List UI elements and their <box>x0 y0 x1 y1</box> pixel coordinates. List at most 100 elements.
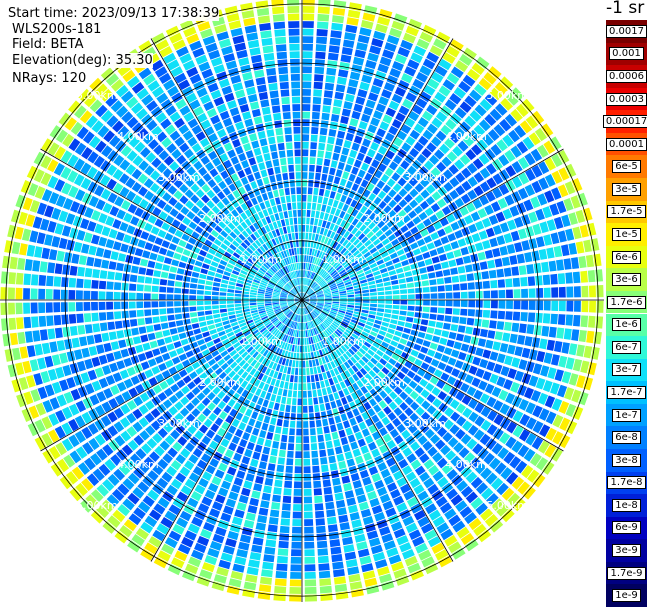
beta-cell <box>538 408 550 421</box>
beta-cell <box>302 298 309 300</box>
beta-cell <box>517 481 530 495</box>
beta-cell <box>114 394 125 405</box>
beta-cell <box>147 80 160 92</box>
beta-cell <box>312 320 317 327</box>
beta-cell <box>262 45 274 54</box>
beta-cell <box>200 268 208 275</box>
beta-cell <box>324 189 331 198</box>
beta-cell <box>54 223 64 235</box>
beta-cell <box>287 302 295 305</box>
beta-cell <box>429 249 438 257</box>
beta-cell <box>140 334 149 343</box>
beta-cell <box>251 544 263 553</box>
beta-cell <box>134 207 144 218</box>
beta-cell <box>481 271 490 280</box>
beta-cell <box>309 293 316 297</box>
beta-cell <box>277 388 283 396</box>
beta-cell <box>302 172 308 179</box>
beta-cell <box>406 220 415 229</box>
beta-cell <box>315 165 322 173</box>
beta-cell <box>302 13 315 21</box>
beta-cell <box>228 442 237 452</box>
beta-cell <box>166 343 175 351</box>
beta-cell <box>353 103 363 113</box>
beta-cell <box>65 213 76 225</box>
beta-cell <box>184 324 193 331</box>
beta-cell <box>314 343 319 351</box>
beta-cell <box>166 294 174 300</box>
beta-cell <box>373 404 382 413</box>
beta-cell <box>400 39 413 51</box>
beta-cell <box>357 438 366 448</box>
beta-cell <box>369 307 377 311</box>
beta-cell <box>528 132 541 146</box>
beta-cell <box>326 370 332 379</box>
beta-cell <box>395 112 406 123</box>
beta-cell <box>368 424 377 434</box>
beta-cell <box>496 503 510 517</box>
beta-cell <box>300 307 302 315</box>
beta-cell <box>460 343 470 352</box>
beta-cell <box>287 295 295 298</box>
beta-cell <box>119 525 133 538</box>
beta-cell <box>324 275 331 281</box>
beta-cell <box>393 528 406 539</box>
beta-cell <box>347 254 355 262</box>
beta-cell <box>15 194 26 209</box>
beta-cell <box>144 276 153 284</box>
beta-cell <box>268 268 275 275</box>
beta-cell <box>244 118 254 128</box>
beta-cell <box>295 300 302 303</box>
beta-cell <box>101 226 111 237</box>
beta-cell <box>152 277 160 285</box>
beta-cell <box>8 302 16 315</box>
beta-cell <box>385 295 393 300</box>
beta-cell <box>362 306 370 310</box>
beta-cell <box>159 380 169 390</box>
beta-cell <box>442 383 452 393</box>
beta-cell <box>314 495 323 504</box>
beta-cell <box>311 320 316 328</box>
beta-cell <box>392 417 402 427</box>
colorbar-tick-label: 1e-7 <box>612 408 641 422</box>
beta-cell <box>484 383 495 394</box>
beta-cell <box>354 327 363 334</box>
beta-cell <box>192 419 202 429</box>
beta-cell <box>329 539 341 548</box>
beta-cell <box>23 273 31 285</box>
beta-cell <box>340 271 348 277</box>
beta-cell <box>199 424 209 434</box>
beta-cell <box>230 255 238 262</box>
beta-cell <box>507 344 516 355</box>
beta-cell <box>244 314 252 319</box>
beta-cell <box>322 372 328 380</box>
beta-cell <box>259 245 266 253</box>
beta-cell <box>429 376 439 385</box>
beta-cell <box>518 172 530 185</box>
beta-cell <box>400 300 408 305</box>
beta-cell <box>563 198 574 211</box>
beta-cell <box>235 345 243 352</box>
beta-cell <box>213 64 225 74</box>
beta-cell <box>209 265 217 272</box>
beta-cell <box>199 94 211 105</box>
beta-cell <box>394 330 403 337</box>
beta-cell <box>388 100 400 111</box>
beta-cell <box>349 257 357 264</box>
beta-cell <box>378 200 387 210</box>
beta-cell <box>245 227 253 235</box>
beta-cell <box>163 203 173 214</box>
beta-cell <box>233 328 241 334</box>
beta-cell <box>439 337 448 346</box>
beta-cell <box>289 579 302 587</box>
beta-cell <box>364 239 372 247</box>
beta-cell <box>477 529 492 543</box>
beta-cell <box>205 280 213 286</box>
beta-cell <box>459 506 473 518</box>
range-label: 4.00km <box>117 130 159 143</box>
beta-cell <box>288 28 300 36</box>
beta-cell <box>419 325 428 332</box>
beta-cell <box>274 237 280 245</box>
beta-cell <box>318 357 323 366</box>
beta-cell <box>375 278 383 284</box>
